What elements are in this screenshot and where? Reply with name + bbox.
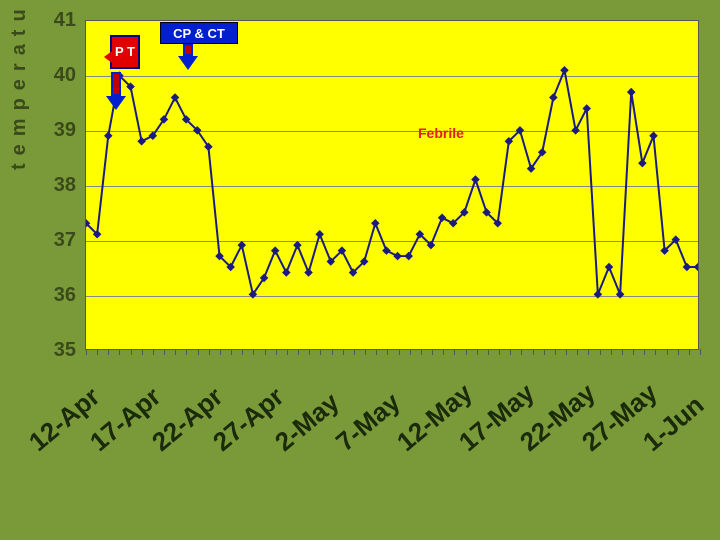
- x-minor-tick: [443, 349, 444, 355]
- x-minor-tick: [577, 349, 578, 355]
- x-minor-tick: [399, 349, 400, 355]
- x-minor-tick: [689, 349, 690, 355]
- x-minor-tick: [588, 349, 589, 355]
- x-minor-tick: [97, 349, 98, 355]
- x-minor-tick: [320, 349, 321, 355]
- x-minor-tick: [354, 349, 355, 355]
- x-minor-tick: [499, 349, 500, 355]
- x-minor-tick: [119, 349, 120, 355]
- x-minor-tick: [700, 349, 701, 355]
- febrile-annotation: Febrile: [418, 125, 464, 141]
- pt-callout: P T: [110, 35, 140, 69]
- x-minor-tick: [633, 349, 634, 355]
- x-minor-tick: [253, 349, 254, 355]
- y-tick-label: 36: [54, 284, 76, 307]
- x-minor-tick: [108, 349, 109, 355]
- x-minor-tick: [309, 349, 310, 355]
- cpct-callout-text: CP & CT: [173, 26, 225, 41]
- x-minor-tick: [644, 349, 645, 355]
- x-minor-tick: [544, 349, 545, 355]
- x-minor-tick: [611, 349, 612, 355]
- x-minor-tick: [186, 349, 187, 355]
- x-tick-label: 17-Apr: [84, 381, 167, 458]
- x-minor-tick: [387, 349, 388, 355]
- x-minor-tick: [242, 349, 243, 355]
- x-minor-tick: [276, 349, 277, 355]
- y-axis-label: temperature (celsius): [8, 0, 31, 170]
- x-axis-labels: 12-Apr17-Apr22-Apr27-Apr2-May7-May12-May…: [85, 362, 699, 532]
- x-minor-tick: [622, 349, 623, 355]
- x-minor-tick: [488, 349, 489, 355]
- x-minor-tick: [198, 349, 199, 355]
- y-tick-label: 35: [54, 339, 76, 362]
- x-minor-tick: [432, 349, 433, 355]
- x-minor-tick: [410, 349, 411, 355]
- x-minor-tick: [131, 349, 132, 355]
- x-minor-tick: [376, 349, 377, 355]
- x-minor-tick: [566, 349, 567, 355]
- x-minor-tick: [521, 349, 522, 355]
- temperature-chart: temperature (celsius) 35 36 37 38 39 40 41 P T…: [0, 0, 720, 540]
- y-tick-label: 38: [54, 174, 76, 197]
- x-minor-tick: [142, 349, 143, 355]
- cpct-arrow-icon: [178, 44, 198, 70]
- x-minor-tick: [220, 349, 221, 355]
- x-minor-tick: [421, 349, 422, 355]
- x-minor-tick: [153, 349, 154, 355]
- cpct-callout: CP & CT: [160, 22, 238, 44]
- temperature-line: [86, 21, 698, 349]
- x-minor-tick: [231, 349, 232, 355]
- x-minor-tick: [287, 349, 288, 355]
- x-tick-label: 27-Apr: [207, 381, 290, 458]
- x-tick-label: 7-May: [330, 387, 406, 458]
- x-minor-tick: [667, 349, 668, 355]
- x-minor-tick: [466, 349, 467, 355]
- x-minor-tick: [678, 349, 679, 355]
- x-minor-tick: [533, 349, 534, 355]
- x-minor-tick: [510, 349, 511, 355]
- x-minor-tick: [454, 349, 455, 355]
- x-minor-tick: [655, 349, 656, 355]
- x-minor-tick: [175, 349, 176, 355]
- x-minor-tick: [477, 349, 478, 355]
- y-tick-label: 37: [54, 229, 76, 252]
- x-minor-tick: [365, 349, 366, 355]
- pt-arrow-icon: [106, 72, 126, 110]
- x-minor-tick: [265, 349, 266, 355]
- pt-callout-text: P T: [115, 45, 135, 59]
- x-minor-tick: [332, 349, 333, 355]
- y-tick-label: 40: [54, 64, 76, 87]
- x-minor-tick: [298, 349, 299, 355]
- y-tick-label: 39: [54, 119, 76, 142]
- x-minor-tick: [209, 349, 210, 355]
- x-minor-tick: [600, 349, 601, 355]
- x-minor-tick: [343, 349, 344, 355]
- x-minor-tick: [555, 349, 556, 355]
- x-minor-tick: [86, 349, 87, 355]
- y-tick-label: 41: [54, 9, 76, 32]
- x-minor-tick: [164, 349, 165, 355]
